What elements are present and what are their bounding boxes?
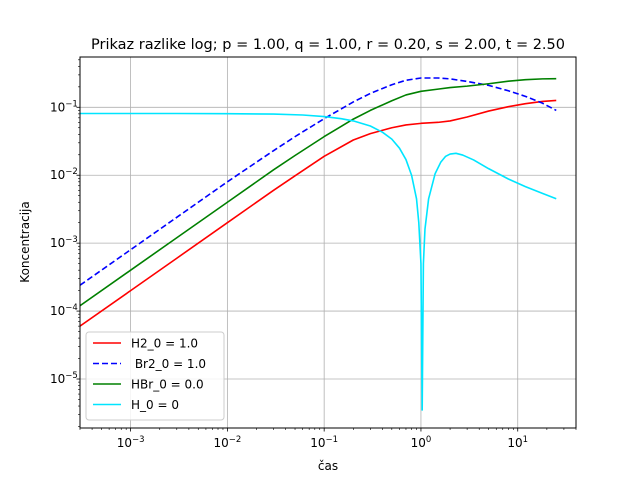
plot-lines bbox=[80, 77, 557, 411]
y-axis-label: Koncentracija bbox=[18, 201, 32, 282]
x-tick-label: 100 bbox=[411, 435, 432, 450]
chart-title: Prikaz razlike log; p = 1.00, q = 1.00, … bbox=[91, 37, 565, 53]
y-tick-label: 10−5 bbox=[50, 371, 78, 386]
axis-ticks: 10−3 10−2 10−1 100 101 10−5 10−4 10−3 10−2 10−1 bbox=[50, 59, 577, 450]
legend-label: H2_0 = 1.0 bbox=[131, 337, 198, 351]
y-tick-label: 10−4 bbox=[50, 303, 78, 318]
y-tick-label: 10−3 bbox=[50, 235, 78, 250]
legend-label: HBr_0 = 0.0 bbox=[131, 378, 204, 392]
x-tick-label: 10−2 bbox=[213, 435, 241, 450]
legend-label: H_0 = 0 bbox=[131, 398, 179, 412]
grid bbox=[80, 57, 576, 428]
x-tick-label: 101 bbox=[507, 435, 528, 450]
legend: H2_0 = 1.0 Br2_0 = 1.0 HBr_0 = 0.0 H_0 = 0 bbox=[85, 331, 225, 421]
series-line-3 bbox=[80, 77, 557, 307]
legend-label: Br2_0 = 1.0 bbox=[131, 357, 206, 371]
series-line-2 bbox=[80, 77, 557, 286]
y-tick-label: 10−2 bbox=[50, 167, 78, 182]
x-axis-label: čas bbox=[318, 459, 338, 473]
x-tick-label: 10−1 bbox=[310, 435, 338, 450]
y-tick-label: 10−1 bbox=[50, 99, 78, 114]
legend-box bbox=[85, 331, 225, 421]
plot-frame bbox=[79, 56, 577, 429]
x-tick-label: 10−3 bbox=[117, 435, 145, 450]
series-line-4 bbox=[80, 112, 557, 411]
series-line-1 bbox=[80, 99, 557, 327]
